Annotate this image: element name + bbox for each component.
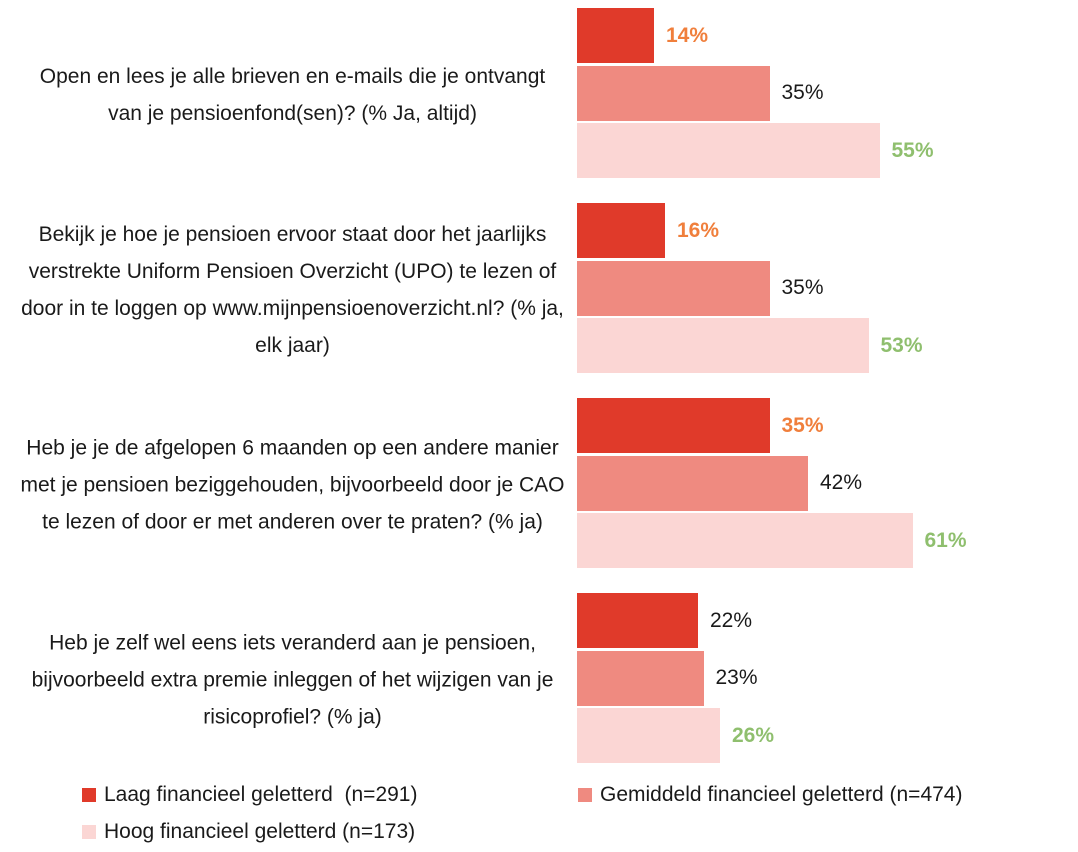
legend-item: Gemiddeld financieel geletterd (n=474) bbox=[578, 783, 962, 807]
value-label: 42% bbox=[820, 471, 863, 495]
legend-label: Laag financieel geletterd (n=291) bbox=[104, 783, 418, 806]
bar bbox=[577, 318, 869, 374]
value-label: 23% bbox=[715, 666, 758, 690]
value-label: 55% bbox=[891, 138, 934, 162]
bar bbox=[577, 398, 770, 453]
category-label: Heb je zelf wel eens iets veranderd aan … bbox=[31, 631, 554, 729]
legend-item: Laag financieel geletterd (n=291) bbox=[82, 783, 417, 807]
bar bbox=[577, 65, 770, 121]
bar bbox=[577, 455, 808, 511]
category-label: Bekijk je hoe je pensioen ervoor staat d… bbox=[21, 222, 564, 357]
bar bbox=[577, 123, 880, 179]
legend-label: Gemiddeld financieel geletterd (n=474) bbox=[600, 783, 963, 806]
category-label: Heb je je de afgelopen 6 maanden op een … bbox=[20, 436, 565, 534]
bar bbox=[577, 8, 654, 63]
value-label: 14% bbox=[666, 23, 709, 47]
legend-item: Hoog financieel geletterd (n=173) bbox=[82, 820, 415, 844]
bar bbox=[577, 650, 704, 706]
value-label: 61% bbox=[924, 528, 967, 552]
bar bbox=[577, 708, 720, 764]
category-label: Open en lees je alle brieven en e-mails … bbox=[39, 64, 546, 125]
bar bbox=[577, 513, 913, 569]
value-label: 53% bbox=[880, 333, 923, 357]
legend-swatch bbox=[82, 788, 96, 802]
value-label: 35% bbox=[781, 413, 824, 437]
value-label: 16% bbox=[677, 218, 720, 242]
value-label: 35% bbox=[781, 81, 824, 105]
value-label: 35% bbox=[781, 276, 824, 300]
legend-swatch bbox=[82, 825, 96, 839]
legend-label: Hoog financieel geletterd (n=173) bbox=[104, 820, 416, 843]
legend-swatch bbox=[578, 788, 592, 802]
value-label: 26% bbox=[732, 723, 775, 747]
bar bbox=[577, 203, 665, 258]
value-label: 22% bbox=[710, 608, 753, 632]
bar bbox=[577, 260, 770, 316]
bar bbox=[577, 593, 698, 648]
